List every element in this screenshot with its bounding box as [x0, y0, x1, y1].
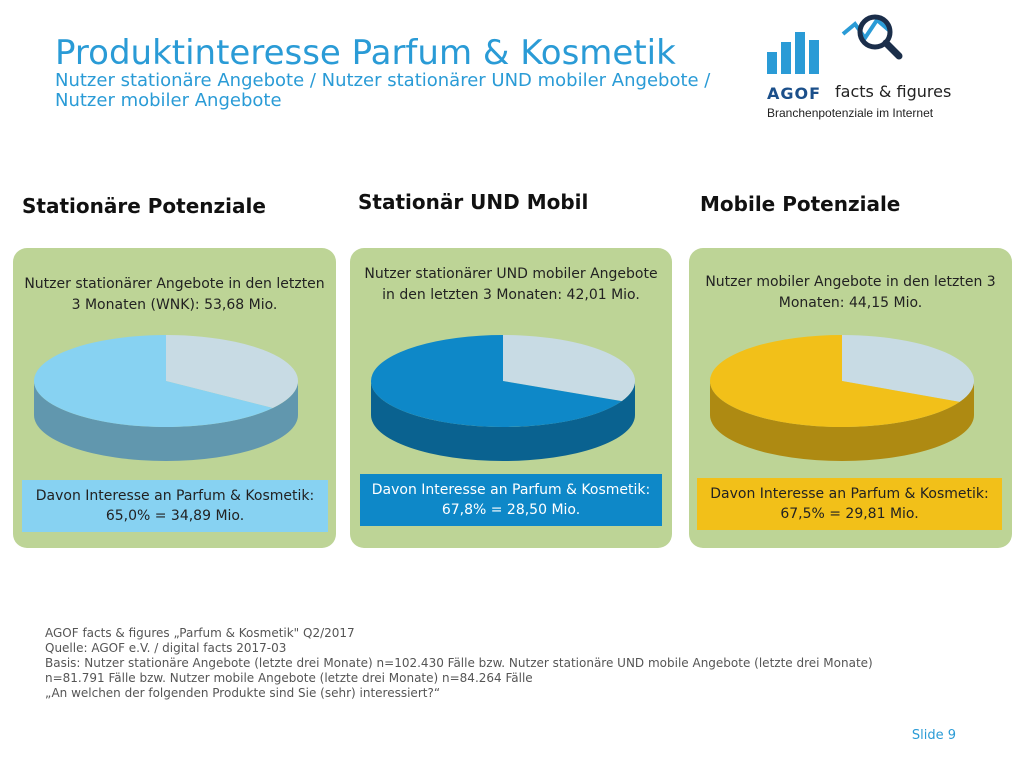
panel-description: Nutzer stationärer Angebote in den letzt…	[24, 276, 325, 313]
pie-side	[710, 381, 974, 461]
bar-chart-magnifier-icon	[767, 14, 903, 74]
result-box: Davon Interesse an Parfum & Kosmetik: 65…	[22, 480, 328, 532]
footnote-line: Basis: Nutzer stationäre Angebote (letzt…	[45, 656, 873, 670]
source-footnote: AGOF facts & figures „Parfum & Kosmetik"…	[45, 626, 975, 701]
result-box: Davon Interesse an Parfum & Kosmetik: 67…	[360, 474, 662, 526]
logo-product: facts & figures	[835, 82, 952, 101]
footnote-line: n=81.791 Fälle bzw. Nutzer mobile Angebo…	[45, 671, 533, 685]
panel-description: Nutzer mobiler Angebote in den letzten 3…	[705, 274, 996, 311]
pie-chart	[710, 335, 974, 461]
panel-description: Nutzer stationärer UND mobiler Angebote …	[364, 266, 658, 303]
page-subtitle: Nutzer stationäre Angebote / Nutzer stat…	[55, 70, 711, 111]
pie-slice-interest	[371, 335, 622, 427]
result-box: Davon Interesse an Parfum & Kosmetik: 67…	[697, 478, 1002, 530]
heading-mobil: Mobile Potenziale	[700, 192, 901, 216]
heading-stationaer: Stationäre Potenziale	[22, 194, 266, 218]
logo-tagline: Branchenpotenziale im Internet	[767, 106, 934, 120]
pie-slice-interest	[710, 335, 960, 427]
pie-chart	[34, 335, 298, 461]
footnote-line: Quelle: AGOF e.V. / digital facts 2017-0…	[45, 641, 287, 655]
pie-slice-interest	[34, 335, 273, 427]
pie-slice-rest	[166, 335, 298, 409]
pie-side	[34, 381, 298, 461]
page-title: Produktinteresse Parfum & Kosmetik	[55, 33, 676, 73]
pie-chart	[371, 335, 635, 461]
heading-stationaer-und-mobil: Stationär UND Mobil	[358, 190, 589, 214]
footnote-line: „An welchen der folgenden Produkte sind …	[45, 686, 441, 700]
pie-slice-rest	[842, 335, 974, 402]
pie-side	[371, 381, 635, 461]
footnote-line: AGOF facts & figures „Parfum & Kosmetik"…	[45, 626, 355, 640]
logo-brand: AGOF	[767, 84, 822, 103]
slide-number: Slide 9	[911, 728, 956, 743]
agof-logo: AGOF facts & figures Branchenpotenziale …	[765, 12, 965, 120]
pie-slice-rest	[503, 335, 635, 402]
